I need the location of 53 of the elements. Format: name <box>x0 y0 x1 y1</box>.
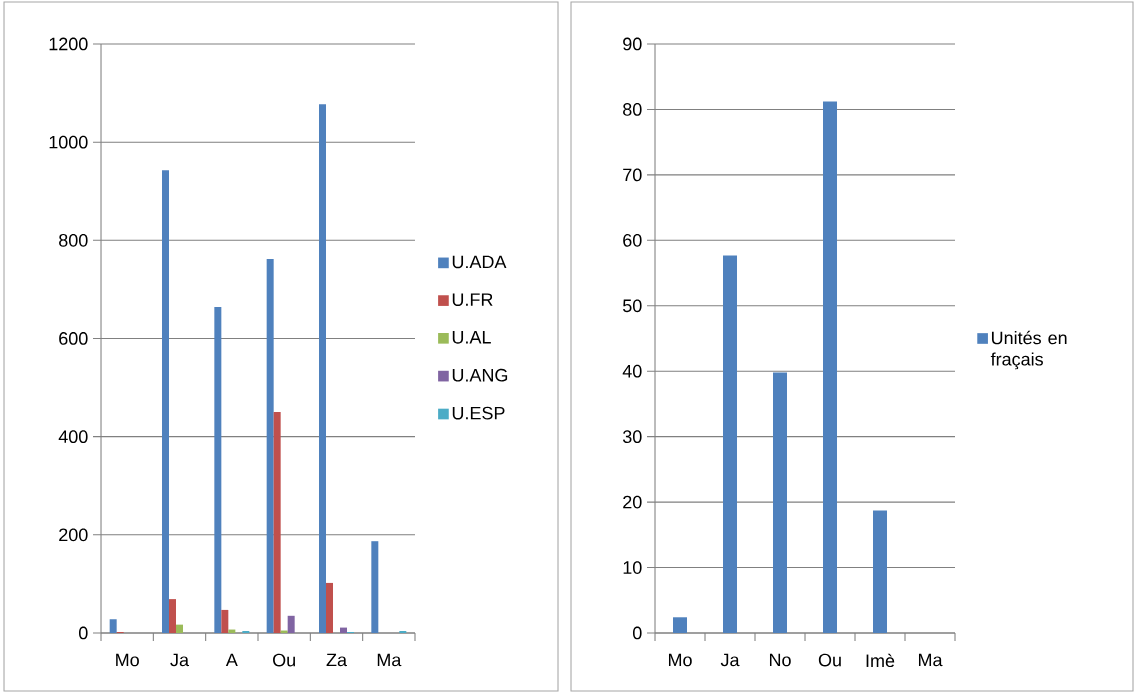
x-tick-label: Ma <box>918 653 943 667</box>
legend-label: U.ESP <box>452 406 505 420</box>
bar <box>326 582 333 633</box>
y-tick-label: 0 <box>79 626 88 640</box>
y-tick-label: 90 <box>623 37 642 51</box>
x-tick-label: A <box>225 653 238 667</box>
x-tick-label: Imè <box>866 653 895 668</box>
bar <box>723 255 737 633</box>
y-tick-label: 0 <box>633 626 642 640</box>
x-tick-label: Ja <box>720 653 740 667</box>
legend-label: U.ANG <box>452 368 508 382</box>
bar <box>221 609 229 633</box>
y-tick-label: 60 <box>623 233 642 247</box>
x-tick-label: Ja <box>170 653 190 667</box>
bar <box>773 372 787 633</box>
bar <box>673 617 688 633</box>
y-tick-label: 400 <box>58 430 88 444</box>
bar <box>162 170 169 633</box>
x-tick-label: Za <box>326 653 348 667</box>
legend-label: Unités en fraçais <box>990 330 1067 370</box>
y-tick-label: 30 <box>622 430 642 444</box>
y-tick-label: 600 <box>59 332 88 345</box>
bar <box>273 412 281 633</box>
x-tick-label: No <box>769 653 791 667</box>
x-tick-label: Mo <box>116 653 139 667</box>
legend-label: U.FR <box>452 293 493 306</box>
x-tick-label: Ma <box>377 653 402 667</box>
y-tick-label: 80 <box>623 103 642 116</box>
x-tick-label: Mo <box>668 653 692 667</box>
y-tick-label: 1200 <box>49 37 88 51</box>
bar <box>169 599 176 633</box>
x-tick-label: Ou <box>273 653 295 667</box>
bar <box>823 101 838 633</box>
y-tick-label: 50 <box>622 299 642 313</box>
y-tick-label: 200 <box>59 528 88 542</box>
y-tick-label: 800 <box>59 233 88 247</box>
bar <box>176 624 183 633</box>
y-tick-label: 70 <box>623 168 642 182</box>
bar <box>340 627 347 633</box>
legend-label: U.AL <box>452 331 491 344</box>
bar <box>319 104 326 633</box>
y-tick-label: 40 <box>622 364 642 378</box>
y-tick-label: 10 <box>623 561 642 574</box>
bar <box>287 615 295 633</box>
bar <box>214 307 222 633</box>
x-tick-label: Ou <box>818 653 841 667</box>
bar <box>371 541 379 633</box>
bar <box>109 619 117 633</box>
y-tick-label: 1000 <box>49 135 88 149</box>
legend-label: U.ADA <box>452 255 507 269</box>
y-tick-label: 20 <box>623 495 642 509</box>
bar <box>266 258 274 633</box>
bar <box>873 510 888 633</box>
